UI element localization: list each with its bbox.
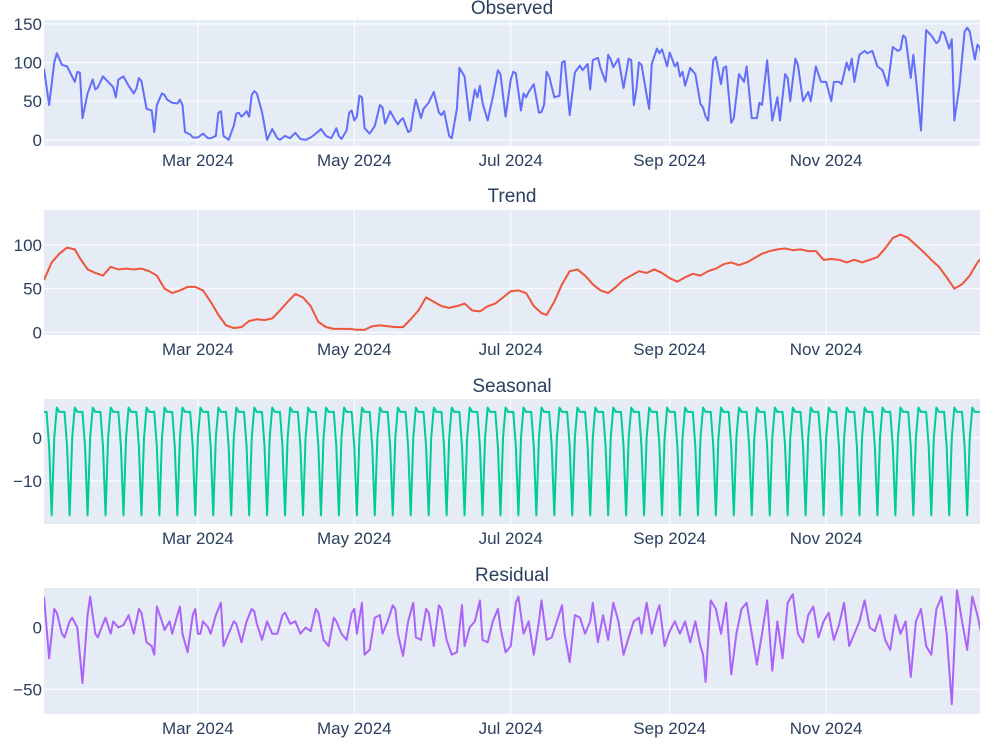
panel-residual-y-tick-label-2: −50: [13, 680, 42, 699]
panel-residual-x-tick-label-2: May 2024: [317, 719, 392, 738]
panel-trend-x-tick-label-2: May 2024: [317, 340, 392, 359]
panel-seasonal-x-tick-label-4: Sep 2024: [633, 529, 706, 548]
panel-observed-y-tick-label-2: 50: [23, 92, 42, 111]
panel-residual-title: Residual: [475, 565, 549, 586]
panel-residual-x-tick-label-1: Mar 2024: [162, 719, 234, 738]
panel-seasonal-series-line: [44, 406, 980, 517]
panel-seasonal-x-tick-label-1: Mar 2024: [162, 529, 234, 548]
panel-residual: Residual Mar 2024 May 2024 Jul 2024 Sep 2024…: [13, 565, 980, 738]
panel-trend-title: Trend: [488, 186, 537, 207]
panel-observed-plot-background: [44, 20, 980, 146]
panel-seasonal-x-tick-label-5: Nov 2024: [790, 529, 863, 548]
panel-trend-y-tick-label-2: 50: [23, 280, 42, 299]
panel-observed-x-tick-label-2: May 2024: [317, 151, 392, 170]
panel-residual-plot-background: [44, 588, 980, 714]
panel-seasonal: Seasonal Mar 2024 May 2024 Jul 2024 Sep 2024…: [13, 376, 980, 548]
panel-observed: Observed Mar 2024 May 2024 Jul 2024 Sep 2024…: [14, 0, 980, 170]
panel-trend-plot-background: [44, 210, 980, 335]
panel-seasonal-y-tick-label-2: −10: [13, 472, 42, 491]
panel-residual-x-tick-label-3: Jul 2024: [479, 719, 543, 738]
panel-residual-x-tick-label-4: Sep 2024: [633, 719, 706, 738]
panel-trend-x-tick-label-4: Sep 2024: [633, 340, 706, 359]
panel-trend-y-tick-label-1: 0: [33, 323, 42, 342]
panel-observed-series-line: [44, 26, 980, 141]
panel-observed-title: Observed: [471, 0, 553, 19]
panel-trend-x-tick-label-3: Jul 2024: [479, 340, 543, 359]
panel-trend-x-tick-label-1: Mar 2024: [162, 340, 234, 359]
panel-observed-y-tick-label-3: 100: [14, 54, 42, 73]
panel-observed-y-tick-label-4: 150: [14, 15, 42, 34]
panel-trend-x-tick-label-5: Nov 2024: [790, 340, 863, 359]
panel-trend-series-line: [44, 233, 980, 331]
panel-residual-x-tick-label-5: Nov 2024: [790, 719, 863, 738]
panel-trend: Trend Mar 2024 May 2024 Jul 2024 Sep 2024 Nov…: [14, 186, 980, 359]
panel-observed-y-tick-label-1: 0: [33, 131, 42, 150]
panel-observed-x-tick-label-5: Nov 2024: [790, 151, 863, 170]
panel-seasonal-x-tick-label-3: Jul 2024: [479, 529, 543, 548]
panel-residual-series-line: [44, 589, 980, 706]
panel-seasonal-x-tick-label-2: May 2024: [317, 529, 392, 548]
panel-observed-x-tick-label-1: Mar 2024: [162, 151, 234, 170]
panel-residual-y-tick-label-1: 0: [33, 619, 42, 638]
panel-observed-x-tick-label-4: Sep 2024: [633, 151, 706, 170]
panel-trend-y-tick-label-3: 100: [14, 236, 42, 255]
panel-seasonal-y-tick-label-1: 0: [33, 429, 42, 448]
panel-observed-x-tick-label-3: Jul 2024: [479, 151, 543, 170]
panel-seasonal-title: Seasonal: [472, 376, 551, 397]
